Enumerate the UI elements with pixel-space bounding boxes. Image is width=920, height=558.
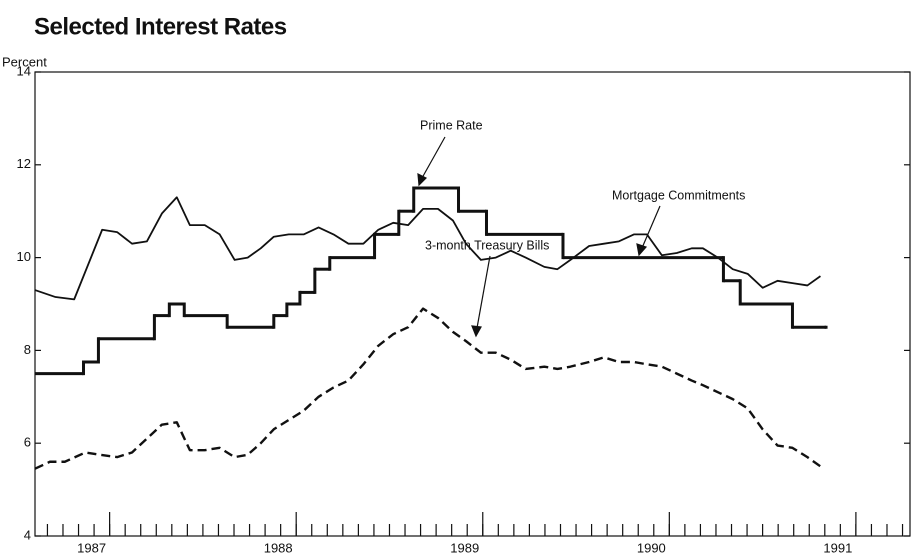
y-tick-label: 8 — [24, 342, 31, 357]
annotation-arrows — [417, 136, 661, 338]
arrow — [641, 205, 661, 249]
series-line — [34, 196, 821, 301]
x-tick-label: 1991 — [823, 540, 852, 555]
arrow — [476, 255, 491, 329]
x-tick-label: 1988 — [264, 540, 293, 555]
y-tick-label: 6 — [24, 435, 31, 450]
chart-title: Selected Interest Rates — [34, 13, 287, 40]
arrowhead — [417, 172, 428, 187]
x-tick-label: 1989 — [450, 540, 479, 555]
plot-frame — [34, 71, 911, 537]
arrowhead — [471, 325, 482, 338]
y-tick-label: 12 — [17, 156, 31, 171]
x-tick-label: 1987 — [77, 540, 106, 555]
y-axis-label: Percent — [2, 54, 47, 69]
annotation: Mortgage Commitments — [612, 188, 745, 202]
step-riser — [82, 186, 828, 376]
arrowhead — [636, 243, 648, 257]
y-tick-label: 4 — [24, 527, 31, 542]
series-line — [34, 307, 822, 470]
annotation: 3-month Treasury Bills — [425, 238, 549, 252]
x-tick-label: 1990 — [637, 540, 666, 555]
y-tick-label: 10 — [17, 249, 31, 264]
annotation: Prime Rate — [420, 118, 483, 132]
arrow — [421, 136, 446, 179]
y-tick-label: 14 — [17, 63, 31, 78]
